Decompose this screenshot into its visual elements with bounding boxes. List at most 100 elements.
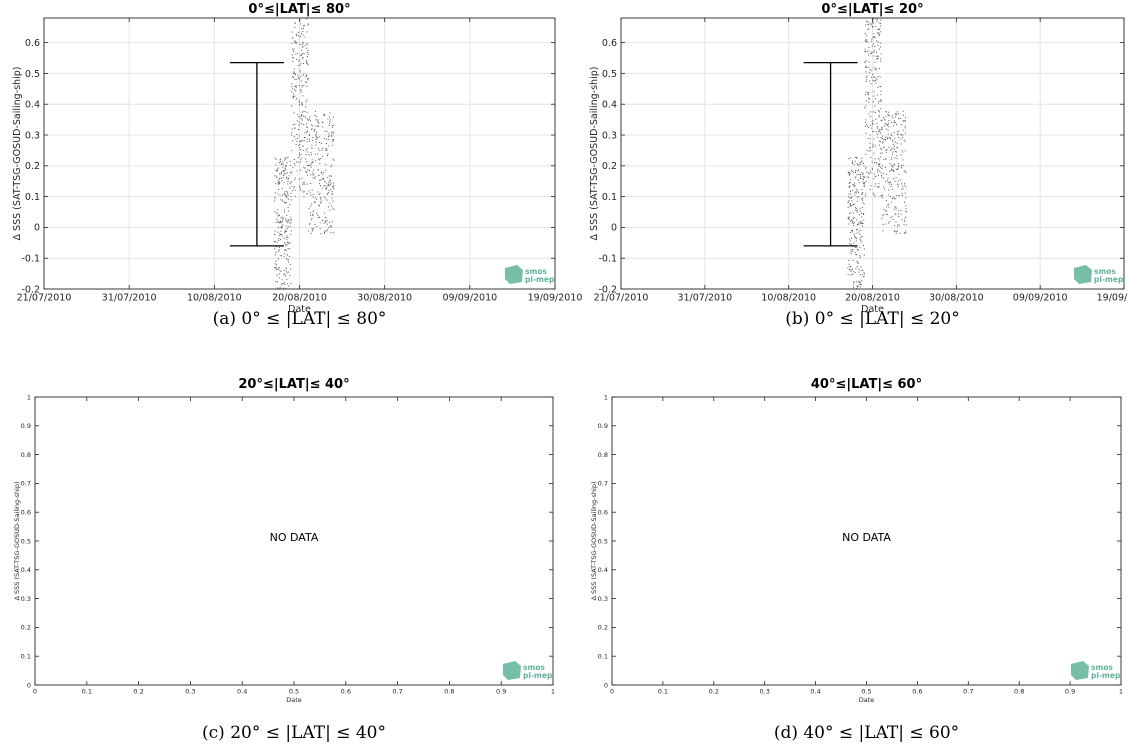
scatter-point <box>275 260 277 262</box>
scatter-point <box>330 119 332 121</box>
scatter-point <box>290 216 292 218</box>
scatter-point <box>896 134 898 136</box>
y-tick-label: 0.3 <box>25 130 40 141</box>
scatter-point <box>333 208 335 210</box>
scatter-point <box>294 41 296 43</box>
scatter-point <box>856 232 858 234</box>
scatter-point <box>281 284 283 286</box>
scatter-point <box>888 189 890 191</box>
scatter-point <box>288 175 290 177</box>
scatter-point <box>305 62 307 64</box>
x-tick-label: 0.4 <box>810 688 820 696</box>
scatter-point <box>876 78 878 80</box>
scatter-point <box>282 199 284 201</box>
scatter-point <box>309 138 311 140</box>
scatter-point <box>332 138 334 140</box>
scatter-point <box>865 94 867 96</box>
scatter-point <box>299 141 301 143</box>
scatter-point <box>866 124 868 126</box>
x-tick-label: 0.2 <box>709 688 719 696</box>
scatter-point <box>300 159 302 161</box>
scatter-point <box>285 225 287 227</box>
scatter-point <box>856 163 858 165</box>
scatter-point <box>866 176 868 178</box>
scatter-point <box>311 228 313 230</box>
scatter-point <box>902 159 904 161</box>
scatter-point <box>855 192 857 194</box>
scatter-point <box>281 187 283 189</box>
scatter-point <box>321 178 323 180</box>
chart-title: 40°≤|LAT|≤ 60° <box>811 377 922 392</box>
scatter-point <box>859 281 861 283</box>
scatter-point <box>278 246 280 248</box>
scatter-point <box>895 151 897 153</box>
scatter-point <box>295 33 297 35</box>
scatter-point <box>875 131 877 133</box>
scatter-point <box>855 156 857 158</box>
scatter-point <box>277 209 279 211</box>
scatter-point <box>291 171 293 173</box>
scatter-point <box>278 240 280 242</box>
scatter-point <box>870 172 872 174</box>
scatter-point <box>279 288 281 290</box>
scatter-point <box>298 78 300 80</box>
scatter-point <box>853 233 855 235</box>
scatter-point <box>292 96 294 98</box>
scatter-point <box>895 113 897 115</box>
scatter-point <box>301 28 303 30</box>
scatter-point <box>285 245 287 247</box>
scatter-point <box>885 115 887 117</box>
scatter-point <box>877 33 879 35</box>
scatter-point <box>877 187 879 189</box>
scatter-point <box>306 43 308 45</box>
scatter-point <box>297 64 299 66</box>
x-tick-label: 0.8 <box>1014 688 1024 696</box>
scatter-point <box>277 182 279 184</box>
scatter-point <box>879 99 881 101</box>
scatter-point <box>868 113 870 115</box>
scatter-point <box>325 230 327 232</box>
scatter-point <box>872 36 874 38</box>
scatter-point <box>894 151 896 153</box>
scatter-point <box>300 123 302 125</box>
scatter-point <box>287 156 289 158</box>
scatter-point <box>865 167 867 169</box>
scatter-point <box>285 287 287 289</box>
scatter-point <box>871 77 873 79</box>
scatter-point <box>870 52 872 54</box>
scatter-point <box>899 232 901 234</box>
scatter-point <box>887 181 889 183</box>
scatter-point <box>898 215 900 217</box>
scatter-point <box>887 133 889 135</box>
scatter-point <box>870 53 872 55</box>
scatter-point <box>882 173 884 175</box>
scatter-point <box>880 19 882 21</box>
scatter-point <box>874 68 876 70</box>
scatter-point <box>302 56 304 58</box>
scatter-point <box>884 119 886 121</box>
scatter-point <box>282 166 284 168</box>
scatter-point <box>861 160 863 162</box>
scatter-point <box>859 210 861 212</box>
scatter-point <box>293 162 295 164</box>
scatter-point <box>876 123 878 125</box>
scatter-point <box>315 144 317 146</box>
scatter-point <box>856 238 858 240</box>
scatter-point <box>277 167 279 169</box>
scatter-point <box>310 154 312 156</box>
scatter-point <box>323 177 325 179</box>
scatter-point <box>331 221 333 223</box>
scatter-point <box>861 241 863 243</box>
scatter-point <box>292 72 294 74</box>
y-tick-label: 0.6 <box>25 38 40 49</box>
scatter-point <box>903 201 905 203</box>
scatter-point <box>276 170 278 172</box>
scatter-point <box>885 223 887 225</box>
scatter-point <box>885 174 887 176</box>
scatter-point <box>896 157 898 159</box>
scatter-point <box>302 110 304 112</box>
x-tick-label: 0.1 <box>82 688 92 696</box>
scatter-point <box>325 221 327 223</box>
scatter-point <box>871 167 873 169</box>
